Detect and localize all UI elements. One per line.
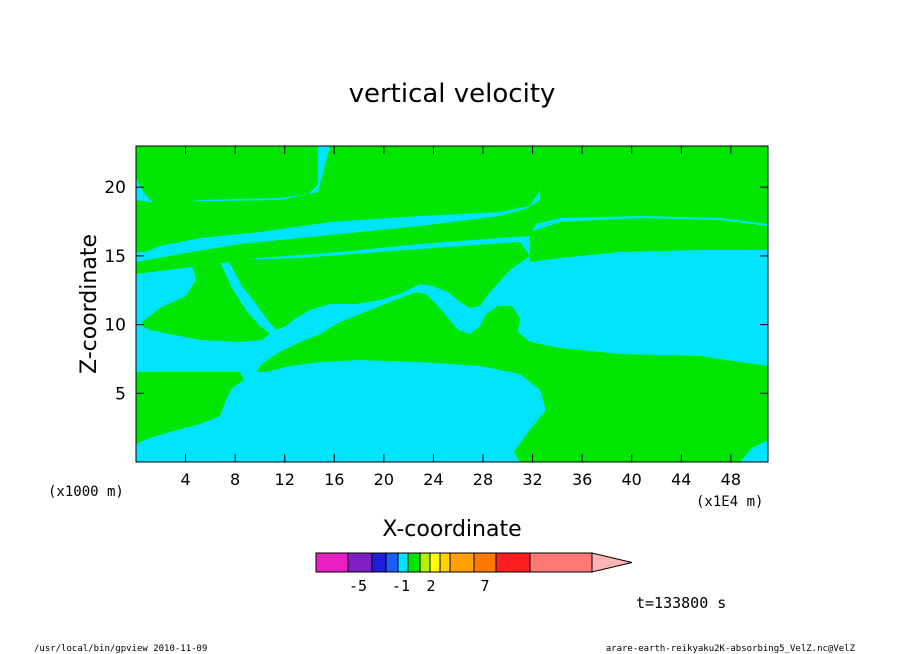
x-tick-label: 32 <box>522 470 542 489</box>
x-unit-right: (x1E4 m) <box>696 494 763 510</box>
colorbar-cell <box>429 552 441 573</box>
colorbar-cell <box>439 552 451 573</box>
colorbar-cell <box>347 552 373 573</box>
x-unit-left: (x1000 m) <box>48 484 124 500</box>
colorbar-label: -1 <box>392 577 410 595</box>
y-tick-label: 5 <box>115 384 126 404</box>
x-tick-label: 4 <box>180 470 190 489</box>
y-tick-label: 15 <box>104 247 126 267</box>
x-tick-label: 40 <box>622 470 642 489</box>
x-tick-label: 36 <box>572 470 592 489</box>
colorbar-label: -5 <box>349 577 367 595</box>
x-tick-label: 20 <box>374 470 394 489</box>
colorbar-cell <box>529 552 593 573</box>
positive-region-bottom-right <box>514 410 768 462</box>
x-tick-label: 28 <box>473 470 493 489</box>
colorbar-arrow <box>591 552 633 573</box>
y-tick-label: 10 <box>104 316 126 336</box>
colorbar-cell <box>315 552 349 573</box>
colorbar-cell <box>397 552 409 573</box>
colorbar-label: 2 <box>426 577 435 595</box>
footer-right: arare-earth-reikyaku2K-absorbing5_VelZ.n… <box>606 644 856 654</box>
x-tick-label: 48 <box>721 470 741 489</box>
y-axis-label: Z-coordinate <box>77 234 102 374</box>
positive-region-lower-ridge <box>256 292 768 462</box>
x-axis-label: X-coordinate <box>382 517 521 542</box>
colorbar: -5 -1 2 7 <box>315 552 633 595</box>
colorbar-cell <box>385 552 399 573</box>
colorbar-label: 7 <box>480 577 489 595</box>
colorbar-cell <box>495 552 531 573</box>
contour-field <box>136 146 768 462</box>
positive-region-right-band <box>530 218 768 262</box>
positive-region-left-lobe <box>142 262 270 342</box>
positive-region-mid-band <box>136 146 768 274</box>
footer-left: /usr/local/bin/gpview 2010-11-09 <box>34 644 207 654</box>
colorbar-cell <box>371 552 387 573</box>
x-tick-label: 44 <box>671 470 691 489</box>
positive-region-bottom-left <box>136 372 244 444</box>
negative-region-bottom-right-pocket <box>740 440 768 462</box>
y-tick-label: 20 <box>104 178 126 198</box>
positive-region-central-ridge <box>228 242 530 330</box>
plot-frame <box>135 145 769 463</box>
x-tick-label: 8 <box>230 470 240 489</box>
x-tick-label: 16 <box>324 470 344 489</box>
chart-title: vertical velocity <box>349 79 556 109</box>
colorbar-cell <box>473 552 497 573</box>
x-tick-label: 12 <box>275 470 295 489</box>
x-axis: 4 8 12 16 20 24 28 32 36 40 44 48 <box>180 146 741 489</box>
positive-region-upper-band <box>136 146 540 252</box>
colorbar-cell <box>407 552 421 573</box>
colorbar-cell <box>449 552 475 573</box>
y-axis: 5 10 15 20 <box>104 178 768 404</box>
time-label: t=133800 s <box>636 594 726 612</box>
colorbar-cell <box>419 552 431 573</box>
x-tick-label: 24 <box>423 470 443 489</box>
